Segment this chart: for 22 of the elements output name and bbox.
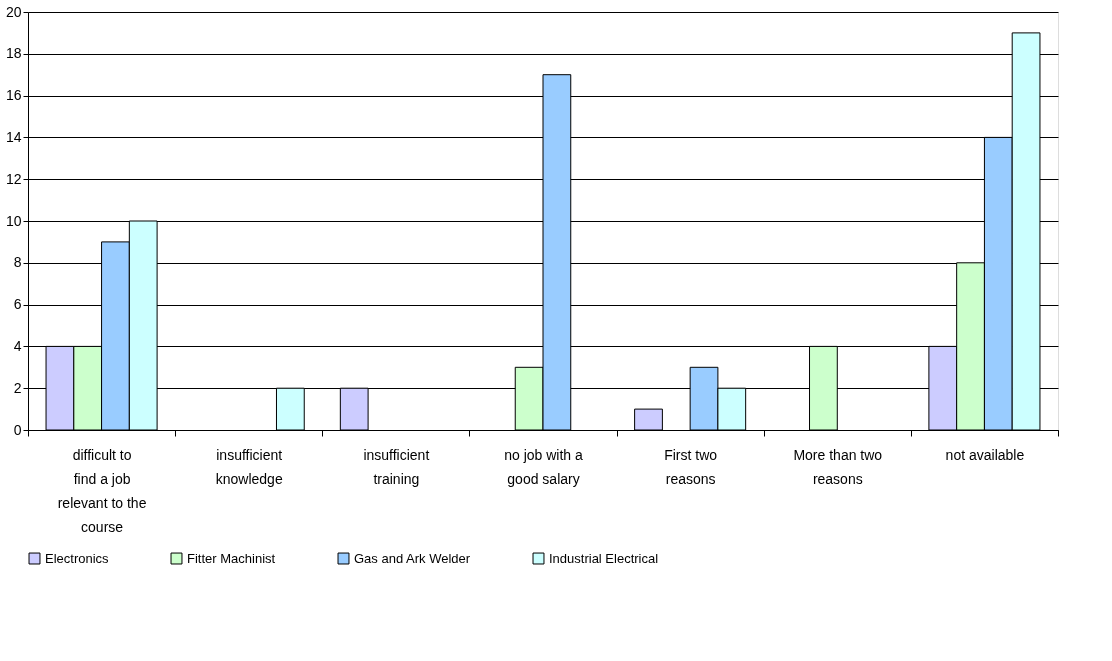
y-tick-label: 6 [13, 296, 22, 313]
x-tick-label: insufficient knowledge [215, 446, 283, 487]
y-tick-label: 12 [5, 170, 22, 187]
y-tick-label: 10 [5, 212, 22, 229]
legend-label: Fitter Machinist [187, 550, 276, 566]
y-tick-label: 4 [13, 337, 22, 354]
y-tick-label: 8 [13, 254, 22, 271]
x-tick-label: no job with a good salary [504, 446, 584, 487]
x-tick-label: difficult to find a job relevant to the course [57, 446, 147, 535]
x-tick-label: not available [945, 446, 1025, 463]
x-tick-label: More than two reasons [793, 446, 883, 487]
y-tick-label: 18 [5, 45, 22, 62]
x-tick-label: insufficient training [363, 446, 430, 487]
y-tick-label: 14 [5, 128, 22, 145]
y-tick-label: 16 [5, 87, 22, 104]
legend-label: Electronics [45, 550, 110, 566]
y-tick-label: 2 [13, 379, 22, 396]
legend-label: Gas and Ark Welder [354, 550, 471, 566]
legend-label: Industrial Electrical [549, 550, 659, 566]
y-tick-label: 0 [13, 421, 22, 438]
x-tick-label: First two reasons [664, 446, 718, 487]
y-tick-label: 20 [5, 3, 22, 20]
